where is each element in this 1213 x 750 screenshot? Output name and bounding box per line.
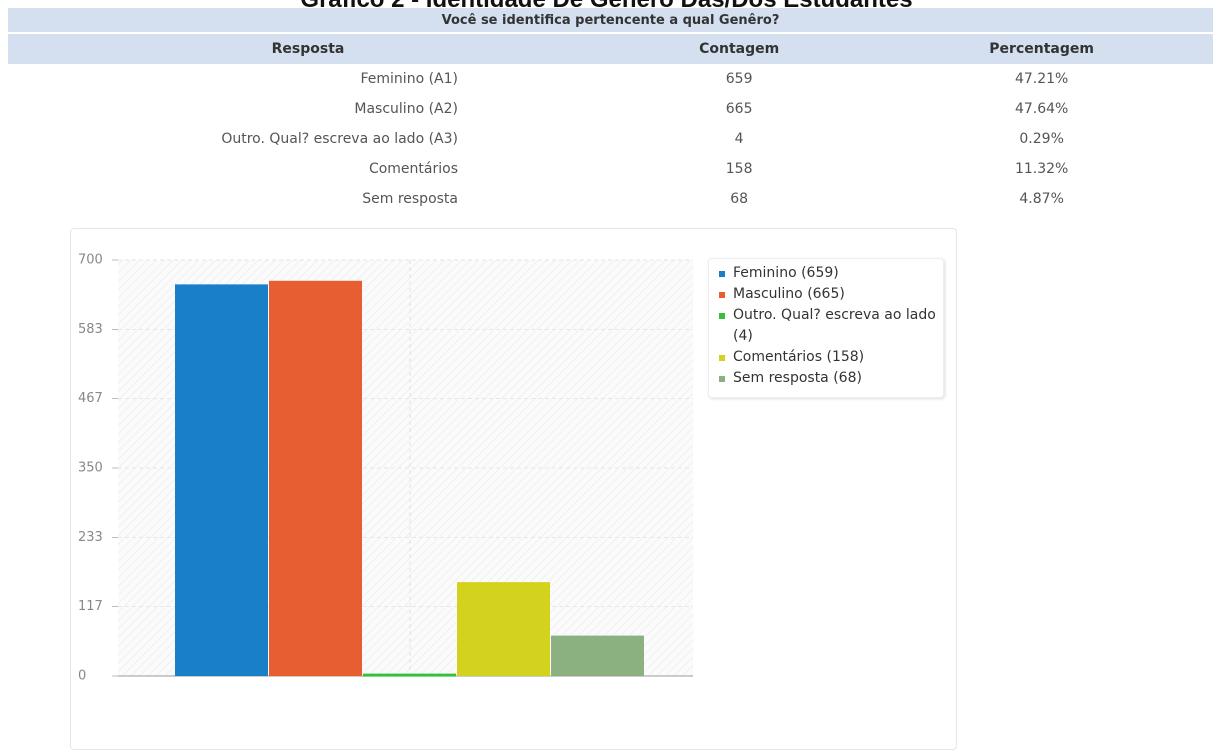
table-row: Feminino (A1) 659 47.21% [8,64,1213,94]
cell: 665 [725,101,753,117]
legend-item: Masculino (665) [719,284,937,305]
legend-label: Feminino (659) [733,265,839,281]
cell: Sem resposta [362,191,458,207]
y-tick-label: 583 [78,322,103,337]
bar [269,280,362,676]
cell: 47.21% [1014,71,1069,87]
cell: Feminino (A1) [360,71,459,87]
cell: 4.87% [1019,191,1064,207]
question: Você se identifica pertencente a qual Ge… [8,8,1213,33]
legend-swatch [719,355,725,361]
legend-label: Sem resposta (68) [733,370,862,386]
table-row: Sem resposta 68 4.87% [8,184,1213,214]
cell: 659 [725,71,753,87]
legend-swatch [719,376,725,382]
y-tick-label: 233 [78,530,103,545]
legend: Feminino (659) Masculino (665) Outro. Qual… [708,258,944,398]
y-tick-label: 350 [78,461,103,476]
cell: 0.29% [1019,131,1064,147]
y-tick-label: 700 [78,253,103,268]
bar [363,673,456,677]
cell: 158 [725,161,753,177]
legend-swatch [719,271,725,277]
legend-item: Feminino (659) [719,263,937,284]
bar [457,582,550,676]
column-header: Contagem [608,32,871,64]
cell: Comentários [368,161,458,177]
legend-label: Outro. Qual? escreva ao lado (4) [733,307,936,344]
column-header: Resposta [8,32,608,64]
legend-label: Masculino (665) [733,286,845,302]
legend-item: Outro. Qual? escreva ao lado (4) [719,305,937,347]
cell: 11.32% [1014,161,1069,177]
cell: Masculino (A2) [354,101,458,117]
cell: 47.64% [1014,101,1069,117]
results-table: Você se identifica pertencente a qual Ge… [8,8,1213,214]
legend-item: Comentários (158) [719,347,937,368]
y-tick-label: 0 [78,669,86,684]
table-row: Comentários 158 11.32% [8,154,1213,184]
legend-label: Comentários (158) [733,349,865,365]
cell: 4 [734,131,744,147]
column-header: Percentagem [870,32,1213,64]
y-tick-label: 467 [78,391,103,406]
legend-swatch [719,313,725,319]
table-row: Outro. Qual? escreva ao lado (A3) 4 0.29% [8,124,1213,154]
bar [175,284,268,676]
cell: 68 [730,191,749,207]
legend-item: Sem resposta (68) [719,368,937,389]
y-tick-label: 117 [78,599,103,614]
legend-swatch [719,292,725,298]
cell: Outro. Qual? escreva ao lado (A3) [221,131,458,147]
table-row: Masculino (A2) 665 47.64% [8,94,1213,124]
bar [551,635,644,676]
